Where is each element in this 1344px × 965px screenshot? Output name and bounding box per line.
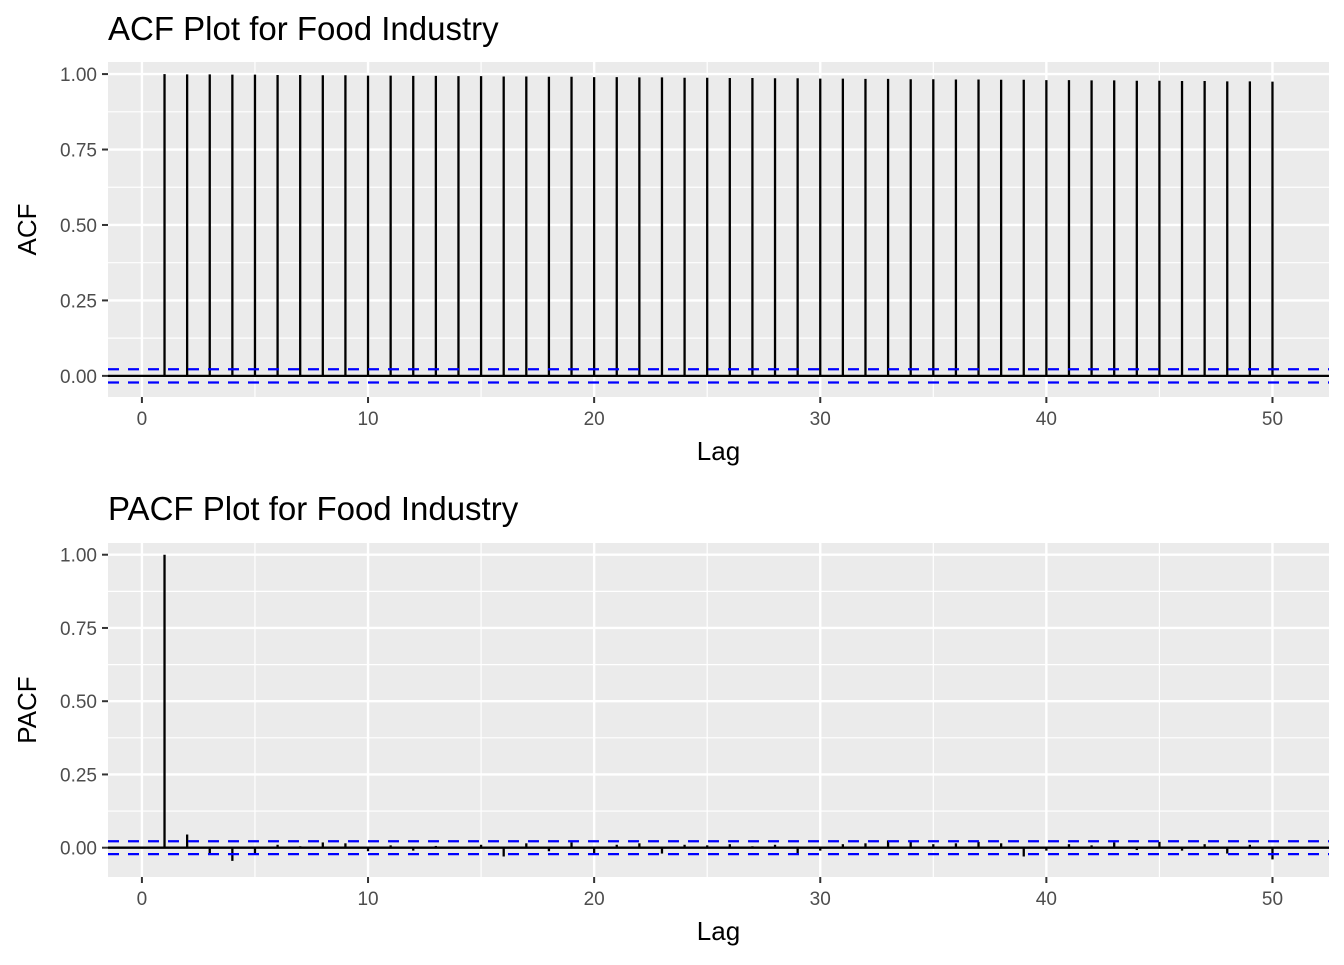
pacf-panel: PACF Plot for Food Industry 0.00 0.25 0.50 0… (12, 490, 1329, 946)
pacf-x-tick-label: 20 (584, 889, 605, 910)
acf-y-tick-label: 0.00 (60, 367, 97, 388)
acf-panel-background (108, 62, 1329, 397)
pacf-x-tick-label: 10 (357, 889, 378, 910)
acf-y-tick-label: 0.50 (60, 216, 97, 237)
acf-x-tick-label: 50 (1262, 409, 1283, 430)
pacf-x-tick-label: 40 (1036, 889, 1057, 910)
acf-y-tick-label: 0.25 (60, 291, 97, 312)
pacf-title: PACF Plot for Food Industry (108, 490, 519, 527)
acf-x-axis-label: Lag (697, 436, 740, 466)
pacf-y-tick-label: 1.00 (60, 546, 97, 567)
pacf-x-tick-label: 0 (137, 889, 148, 910)
acf-x-tick-label: 40 (1036, 409, 1057, 430)
acf-title: ACF Plot for Food Industry (108, 10, 499, 47)
pacf-x-axis-label: Lag (697, 916, 740, 946)
acf-x-tick-label: 0 (137, 409, 148, 430)
pacf-y-tick-label: 0.50 (60, 692, 97, 713)
acf-y-axis-label: ACF (12, 204, 42, 256)
pacf-y-tick-label: 0.25 (60, 765, 97, 786)
pacf-panel-background (108, 543, 1329, 877)
pacf-x-tick-label: 50 (1262, 889, 1283, 910)
acf-panel: ACF Plot for Food Industry 0.00 0.25 0.50 0.… (12, 10, 1329, 466)
acf-y-tick-label: 0.75 (60, 141, 97, 162)
acf-x-tick-label: 30 (810, 409, 831, 430)
acf-y-tick-label: 1.00 (60, 65, 97, 86)
pacf-y-tick-label: 0.75 (60, 619, 97, 640)
pacf-x-tick-label: 30 (810, 889, 831, 910)
acf-x-tick-label: 10 (357, 409, 378, 430)
acf-x-tick-label: 20 (584, 409, 605, 430)
pacf-y-axis-label: PACF (12, 676, 42, 743)
pacf-y-tick-label: 0.00 (60, 839, 97, 860)
